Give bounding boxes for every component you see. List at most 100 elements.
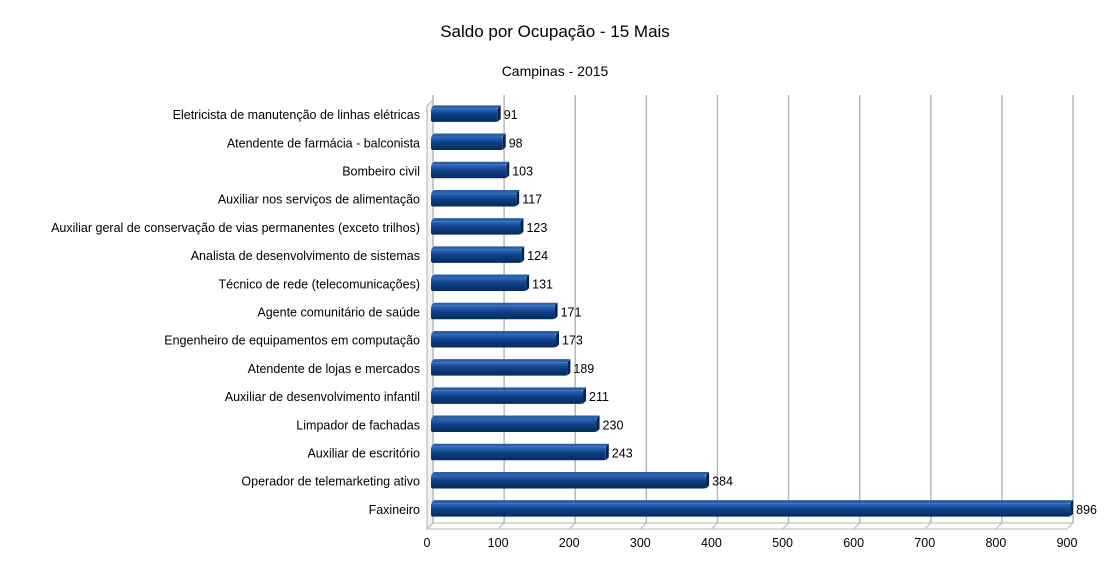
bar-side: [554, 302, 558, 320]
bar-side: [520, 218, 524, 235]
grid-line-floor: [711, 522, 718, 530]
bar-top: [431, 471, 710, 475]
grid-line-floor: [426, 522, 434, 530]
category-label: Bombeiro civil: [342, 165, 420, 179]
bar-top: [431, 105, 501, 109]
bar-side: [706, 471, 710, 489]
bar-top: [431, 246, 525, 250]
x-tick-label: 200: [559, 536, 580, 550]
x-tick-label: 800: [985, 536, 1006, 550]
category-label: Faxineiro: [369, 503, 420, 517]
bar-side: [556, 330, 560, 348]
bar: [431, 221, 521, 235]
value-label: 117: [522, 193, 542, 207]
value-label: 98: [509, 136, 523, 150]
category-label: Operador de telemarketing ativo: [241, 475, 420, 489]
bar-side: [502, 133, 506, 151]
bar-side: [596, 415, 600, 433]
chart-subtitle: Campinas - 2015: [502, 63, 609, 79]
bar: [431, 362, 568, 376]
category-label: Engenheiro de equipamentos em computação: [164, 334, 420, 348]
category-label: Analista de desenvolvimento de sistemas: [191, 249, 420, 263]
x-tick-label: 600: [843, 536, 864, 550]
bar: [431, 390, 584, 404]
x-tick-label: 0: [424, 536, 431, 550]
bar: [431, 164, 507, 179]
x-tick-label: 100: [488, 536, 509, 550]
value-label: 230: [603, 418, 624, 432]
value-label: 243: [612, 447, 633, 461]
grid-line-floor: [1066, 522, 1074, 530]
value-label: 124: [527, 249, 548, 263]
value-label: 171: [561, 306, 582, 320]
bar-side: [583, 387, 587, 404]
bar-top: [431, 218, 524, 222]
value-label: 173: [562, 334, 583, 348]
value-label: 896: [1076, 503, 1097, 517]
bars: [431, 105, 1074, 517]
category-labels: Eletricista de manutenção de linhas elét…: [51, 108, 420, 517]
x-tick-label: 500: [772, 536, 793, 550]
bar: [431, 249, 522, 263]
x-axis-tick-labels: 0 100 200 300 400 500 600 700 800 900: [424, 536, 1078, 550]
grid-line-floor: [853, 522, 861, 530]
bar-side: [526, 274, 530, 292]
bar-top: [431, 302, 558, 306]
grid-line-floor: [497, 522, 505, 530]
category-label: Técnico de rede (telecomunicações): [219, 277, 421, 291]
bar-side: [497, 105, 501, 122]
bar-top: [431, 133, 506, 137]
category-label: Agente comunitário de saúde: [257, 306, 420, 320]
bar-top: [431, 387, 587, 391]
grid-line-floor: [995, 522, 1003, 530]
grid-line-floor: [782, 522, 789, 530]
category-label: Atendente de farmácia - balconista: [227, 136, 420, 150]
value-label: 211: [589, 390, 609, 404]
bar: [431, 474, 707, 489]
bar-side: [506, 161, 510, 179]
bar-side: [1070, 500, 1074, 517]
value-label: 103: [512, 165, 533, 179]
value-labels: 91 98 103 117 123 124 131 171 173 189 211 230 243 384…: [504, 108, 1097, 517]
bar: [431, 503, 1071, 517]
value-label: 91: [504, 108, 518, 122]
x-tick-label: 300: [630, 536, 651, 550]
category-label: Eletricista de manutenção de linhas elét…: [173, 108, 420, 122]
value-label: 384: [712, 475, 733, 489]
bar-side: [567, 359, 571, 376]
bar-top: [431, 415, 600, 419]
chart-title: Saldo por Ocupação - 15 Mais: [440, 22, 670, 41]
bar-top: [431, 161, 510, 165]
bar-top: [431, 274, 530, 278]
bar: [431, 136, 503, 151]
bar-top: [431, 443, 609, 447]
bar: [431, 277, 527, 292]
category-label: Auxiliar de desenvolvimento infantil: [225, 390, 420, 404]
bar: [431, 192, 517, 207]
bar-side: [516, 189, 520, 207]
grid-line-floor: [924, 522, 932, 530]
x-tick-label: 700: [914, 536, 935, 550]
value-label: 189: [573, 362, 594, 376]
bar-side: [521, 246, 525, 263]
bar: [431, 305, 555, 320]
grid-line-floor: [568, 522, 576, 530]
bar-top: [431, 500, 1074, 504]
x-tick-label: 400: [701, 536, 722, 550]
bar-side: [605, 443, 609, 461]
bar-top: [431, 330, 560, 334]
category-label: Auxiliar geral de conservação de vias pe…: [51, 221, 420, 235]
bar: [431, 333, 557, 348]
bar: [431, 418, 597, 433]
bar: [431, 446, 606, 461]
category-label: Auxiliar de escritório: [307, 447, 420, 461]
category-label: Atendente de lojas e mercados: [248, 362, 420, 376]
bar: [431, 108, 498, 122]
value-label: 123: [526, 221, 547, 235]
value-label: 131: [532, 277, 553, 291]
category-label: Auxiliar nos serviços de alimentação: [218, 193, 420, 207]
grid-line-floor: [639, 522, 647, 530]
bar-top: [431, 189, 520, 193]
